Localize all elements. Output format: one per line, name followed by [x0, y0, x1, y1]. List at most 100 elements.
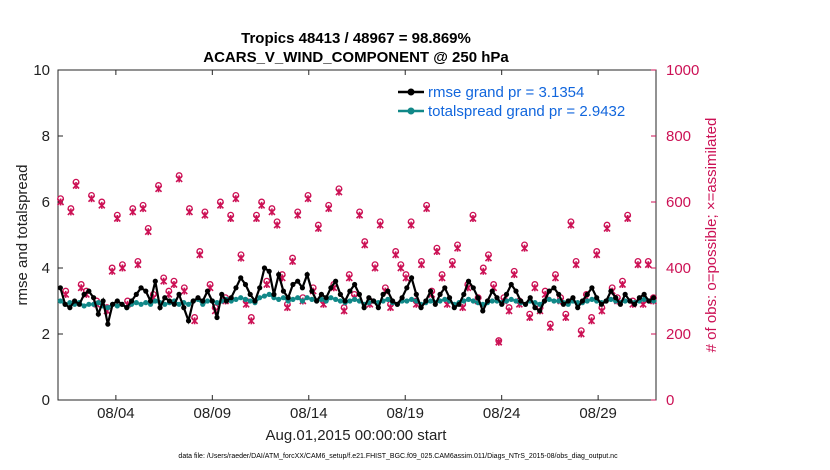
totalspread-point	[404, 298, 410, 304]
totalspread-point	[299, 298, 306, 304]
rmse-point	[266, 268, 272, 274]
rmse-point	[513, 288, 519, 294]
totalspread-point	[242, 296, 249, 302]
rmse-point	[181, 305, 187, 311]
obs-assimilated-point	[134, 261, 142, 269]
rmse-point	[185, 318, 192, 324]
obs-assimilated-point	[587, 317, 596, 325]
rmse-point	[72, 298, 78, 304]
obs-assimilated-point	[479, 267, 487, 275]
rmse-point	[641, 291, 647, 297]
rmse-point	[541, 298, 548, 304]
obs-assimilated-point	[185, 208, 194, 216]
obs-assimilated-point	[175, 175, 183, 183]
legend-rmse-marker	[407, 88, 415, 96]
totalspread-point	[556, 298, 562, 304]
legend-box	[394, 80, 652, 122]
rmse-point	[333, 278, 339, 284]
obs-assimilated-point	[520, 244, 529, 252]
totalspread-point	[546, 296, 552, 302]
obs-assimilated-point	[139, 205, 147, 213]
rmse-point	[570, 295, 576, 301]
obs-assimilated-point	[77, 284, 85, 292]
totalspread-point	[608, 296, 614, 302]
rmse-point	[114, 298, 120, 304]
rmse-point	[532, 305, 538, 311]
rmse-point	[622, 291, 628, 297]
obs-assimilated-point	[268, 208, 276, 216]
rmse-point	[290, 281, 296, 288]
rmse-point	[304, 272, 310, 278]
y-tick-label-right: 0	[666, 392, 674, 409]
obs-assimilated-point	[356, 211, 364, 219]
rmse-point	[470, 285, 476, 291]
chart-title-line1: Tropics 48413 / 48967 = 98.869%	[241, 30, 471, 47]
obs-assimilated-point	[402, 274, 410, 282]
totalspread-point	[280, 295, 287, 301]
obs-assimilated-point	[252, 214, 261, 223]
totalspread-point	[57, 298, 63, 304]
obs-assimilated-point	[448, 261, 456, 269]
rmse-point	[442, 285, 448, 291]
legend-rmse-label: rmse grand pr = 3.1354	[428, 84, 584, 101]
rmse-point	[67, 305, 73, 311]
obs-assimilated-point	[526, 313, 534, 322]
obs-assimilated-point	[72, 181, 80, 190]
rmse-point	[366, 295, 372, 301]
y-tick-label-left: 2	[42, 326, 50, 343]
rmse-point	[651, 295, 657, 301]
rmse-point	[223, 298, 230, 304]
rmse-point	[394, 301, 400, 307]
totalspread-point	[337, 298, 343, 304]
rmse-point	[143, 288, 149, 294]
obs-assimilated-point	[438, 274, 446, 282]
rmse-point	[200, 298, 206, 304]
rmse-point	[328, 285, 334, 291]
x-tick-label: 08/09	[194, 405, 232, 422]
rmse-point	[81, 291, 87, 297]
obs-assimilated-point	[258, 201, 266, 209]
rmse-point	[375, 305, 381, 311]
obs-assimilated-point	[634, 261, 642, 269]
rmse-point	[617, 301, 624, 307]
rmse-point	[484, 298, 491, 304]
totalspread-point	[304, 295, 310, 301]
totalspread-point	[138, 301, 144, 307]
totalspread-point	[489, 298, 495, 304]
rmse-point	[371, 298, 377, 304]
rmse-point	[138, 285, 144, 291]
rmse-point	[556, 291, 562, 297]
rmse-point	[323, 295, 329, 301]
rmse-point	[551, 285, 557, 291]
rmse-point	[356, 291, 362, 297]
rmse-point	[456, 301, 462, 307]
obs-assimilated-point	[644, 261, 652, 269]
rmse-point	[309, 288, 315, 294]
rmse-point	[503, 291, 510, 297]
y-tick-label-left: 0	[42, 392, 50, 409]
obs-assimilated-point	[191, 317, 199, 325]
rmse-point	[461, 291, 467, 297]
rmse-point	[584, 291, 590, 297]
rmse-point	[271, 291, 277, 297]
obs-assimilated-point	[546, 323, 554, 331]
obs-assimilated-point	[294, 211, 302, 219]
ticks-layer: 0 2 4 6 8 10 0 200 400 600 800 1000 08/04 08/09 08/14 0…	[33, 62, 699, 422]
totalspread-point	[276, 296, 282, 302]
obs-assimilated-point	[577, 330, 585, 338]
obs-assimilated-point	[154, 185, 163, 193]
obs-assimilated-point	[288, 257, 297, 265]
obs-assimilated-point	[345, 274, 353, 282]
totalspread-point	[81, 303, 87, 309]
obs-assimilated-point	[108, 267, 116, 275]
totalspread-point	[551, 298, 557, 304]
totalspread-point	[257, 295, 263, 301]
rmse-point	[413, 291, 419, 297]
totalspread-point	[385, 296, 391, 302]
totalspread-point	[470, 298, 476, 304]
rmse-point	[632, 301, 638, 307]
totalspread-point	[352, 296, 358, 302]
obs-assimilated-point	[417, 261, 426, 269]
rmse-point	[475, 295, 481, 301]
totalspread-point	[290, 296, 296, 302]
